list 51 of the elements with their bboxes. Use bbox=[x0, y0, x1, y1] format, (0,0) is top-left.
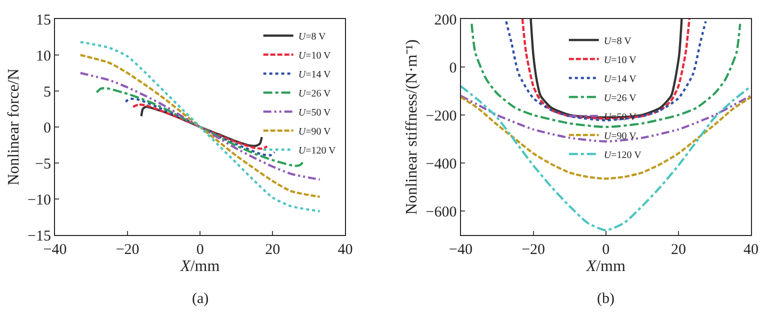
y-tick-label: −200 bbox=[426, 108, 457, 124]
x-tick-label: −20 bbox=[522, 242, 546, 258]
y-tick-label: 15 bbox=[36, 12, 51, 28]
legend-label: U=8 V bbox=[604, 36, 632, 47]
x-axis-title: X/mm bbox=[585, 258, 626, 275]
y-axis-title: Nonlinear stiffness/(N·m⁻¹) bbox=[404, 39, 421, 215]
x-tick-label: 20 bbox=[265, 242, 280, 258]
legend-label: U=120 V bbox=[604, 150, 642, 161]
x-tick-label: 0 bbox=[196, 242, 204, 258]
y-tick-label: −400 bbox=[426, 156, 457, 172]
line-series bbox=[505, 20, 707, 122]
line-series bbox=[460, 96, 751, 180]
line-series bbox=[460, 94, 751, 142]
x-tick-label: 40 bbox=[744, 242, 758, 258]
legend-label: U=50 V bbox=[298, 108, 332, 119]
legend-label: U=50 V bbox=[604, 112, 638, 123]
legend-label: U=14 V bbox=[298, 70, 332, 81]
line-series bbox=[132, 104, 268, 150]
x-tick-label: 40 bbox=[338, 242, 353, 258]
x-tick-label: −40 bbox=[449, 242, 472, 258]
y-axis-title: Nonlinear force/N bbox=[5, 68, 22, 186]
legend-label: U=26 V bbox=[604, 92, 638, 104]
text: (b) bbox=[597, 291, 614, 307]
x-tick-label: −20 bbox=[116, 242, 140, 258]
legend-label: U=14 V bbox=[604, 74, 638, 85]
y-tick-label: −10 bbox=[28, 192, 51, 208]
x-tick-label: −40 bbox=[43, 242, 67, 258]
line-series bbox=[124, 98, 276, 156]
legend-label: U=90 V bbox=[604, 130, 638, 142]
legend-label: U=8 V bbox=[298, 32, 327, 43]
y-tick-label: −600 bbox=[426, 204, 457, 220]
line-series bbox=[470, 22, 742, 128]
y-tick-label: −15 bbox=[28, 228, 51, 244]
y-tick-label: 0 bbox=[449, 60, 457, 76]
line-series bbox=[140, 106, 263, 147]
text: (a) bbox=[192, 291, 209, 307]
legend-label: U=120 V bbox=[298, 146, 337, 157]
legend-label: U=10 V bbox=[604, 54, 638, 66]
y-tick-label: 10 bbox=[36, 48, 51, 64]
legend-label: U=10 V bbox=[298, 50, 332, 62]
legend-label: U=90 V bbox=[298, 126, 332, 138]
y-tick-label: 5 bbox=[44, 84, 51, 100]
y-tick-label: 0 bbox=[44, 120, 51, 136]
x-tick-label: 20 bbox=[670, 242, 686, 258]
x-tick-label: 0 bbox=[602, 242, 610, 258]
x-axis-title: X/mm bbox=[180, 258, 220, 275]
y-tick-label: −5 bbox=[35, 156, 51, 172]
legend-label: U=26 V bbox=[298, 88, 332, 100]
line-series bbox=[96, 87, 305, 167]
y-tick-label: 200 bbox=[434, 12, 457, 28]
line-series bbox=[460, 85, 751, 232]
